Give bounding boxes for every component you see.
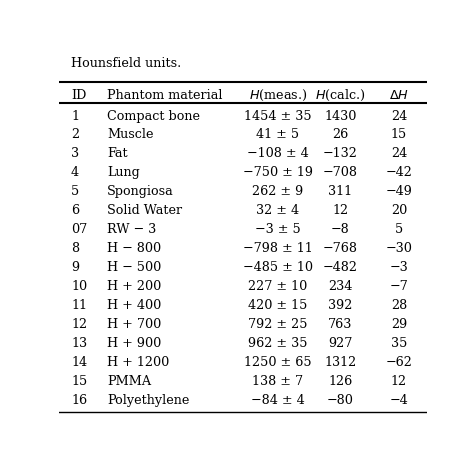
Text: 763: 763 [328,318,353,331]
Text: −750 ± 19: −750 ± 19 [243,166,313,180]
Text: PMMA: PMMA [107,375,151,388]
Text: −485 ± 10: −485 ± 10 [243,261,313,274]
Text: 14: 14 [71,356,87,369]
Text: 26: 26 [332,128,348,141]
Text: Phantom material: Phantom material [107,89,222,102]
Text: 13: 13 [71,337,87,350]
Text: $\mathit{H}$(meas.): $\mathit{H}$(meas.) [248,88,307,103]
Text: RW − 3: RW − 3 [107,223,156,237]
Text: 311: 311 [328,185,352,199]
Text: 28: 28 [391,299,407,312]
Text: Polyethylene: Polyethylene [107,394,190,407]
Text: 15: 15 [391,128,407,141]
Text: ID: ID [71,89,86,102]
Text: 420 ± 15: 420 ± 15 [248,299,308,312]
Text: Spongiosa: Spongiosa [107,185,174,199]
Text: 5: 5 [395,223,403,237]
Text: 24: 24 [391,147,407,161]
Text: −798 ± 11: −798 ± 11 [243,242,313,255]
Text: 126: 126 [328,375,352,388]
Text: 11: 11 [71,299,87,312]
Text: 927: 927 [328,337,353,350]
Text: Lung: Lung [107,166,140,180]
Text: −4: −4 [390,394,409,407]
Text: 9: 9 [71,261,79,274]
Text: 262 ± 9: 262 ± 9 [252,185,303,199]
Text: 41 ± 5: 41 ± 5 [256,128,300,141]
Text: H + 1200: H + 1200 [107,356,169,369]
Text: 12: 12 [391,375,407,388]
Text: $\Delta \mathit{H}$: $\Delta \mathit{H}$ [389,89,409,102]
Text: −84 ± 4: −84 ± 4 [251,394,305,407]
Text: −8: −8 [331,223,350,237]
Text: 07: 07 [71,223,87,237]
Text: 1430: 1430 [324,109,356,122]
Text: −49: −49 [386,185,412,199]
Text: −768: −768 [323,242,358,255]
Text: 2: 2 [71,128,79,141]
Text: Muscle: Muscle [107,128,154,141]
Text: 1: 1 [71,109,79,122]
Text: 29: 29 [391,318,407,331]
Text: 6: 6 [71,204,79,218]
Text: 24: 24 [391,109,407,122]
Text: 20: 20 [391,204,407,218]
Text: 8: 8 [71,242,79,255]
Text: Solid Water: Solid Water [107,204,182,218]
Text: 392: 392 [328,299,353,312]
Text: −132: −132 [323,147,358,161]
Text: Fat: Fat [107,147,128,161]
Text: −42: −42 [386,166,412,180]
Text: −708: −708 [323,166,358,180]
Text: 32 ± 4: 32 ± 4 [256,204,300,218]
Text: 1250 ± 65: 1250 ± 65 [244,356,311,369]
Text: 15: 15 [71,375,87,388]
Text: 12: 12 [332,204,348,218]
Text: 10: 10 [71,280,87,293]
Text: 1454 ± 35: 1454 ± 35 [244,109,311,122]
Text: −80: −80 [327,394,354,407]
Text: H + 700: H + 700 [107,318,161,331]
Text: −30: −30 [386,242,412,255]
Text: H + 200: H + 200 [107,280,161,293]
Text: 3: 3 [71,147,79,161]
Text: 5: 5 [71,185,79,199]
Text: H + 900: H + 900 [107,337,161,350]
Text: Hounsfield units.: Hounsfield units. [71,57,181,70]
Text: −3: −3 [390,261,409,274]
Text: H + 400: H + 400 [107,299,161,312]
Text: H − 500: H − 500 [107,261,161,274]
Text: 4: 4 [71,166,79,180]
Text: Compact bone: Compact bone [107,109,200,122]
Text: 234: 234 [328,280,353,293]
Text: 792 ± 25: 792 ± 25 [248,318,308,331]
Text: 962 ± 35: 962 ± 35 [248,337,308,350]
Text: 35: 35 [391,337,407,350]
Text: $\mathit{H}$(calc.): $\mathit{H}$(calc.) [315,88,365,103]
Text: 138 ± 7: 138 ± 7 [252,375,303,388]
Text: 12: 12 [71,318,87,331]
Text: −482: −482 [323,261,358,274]
Text: H − 800: H − 800 [107,242,161,255]
Text: 1312: 1312 [324,356,356,369]
Text: 227 ± 10: 227 ± 10 [248,280,308,293]
Text: −62: −62 [386,356,412,369]
Text: −7: −7 [390,280,409,293]
Text: −108 ± 4: −108 ± 4 [247,147,309,161]
Text: −3 ± 5: −3 ± 5 [255,223,301,237]
Text: 16: 16 [71,394,87,407]
